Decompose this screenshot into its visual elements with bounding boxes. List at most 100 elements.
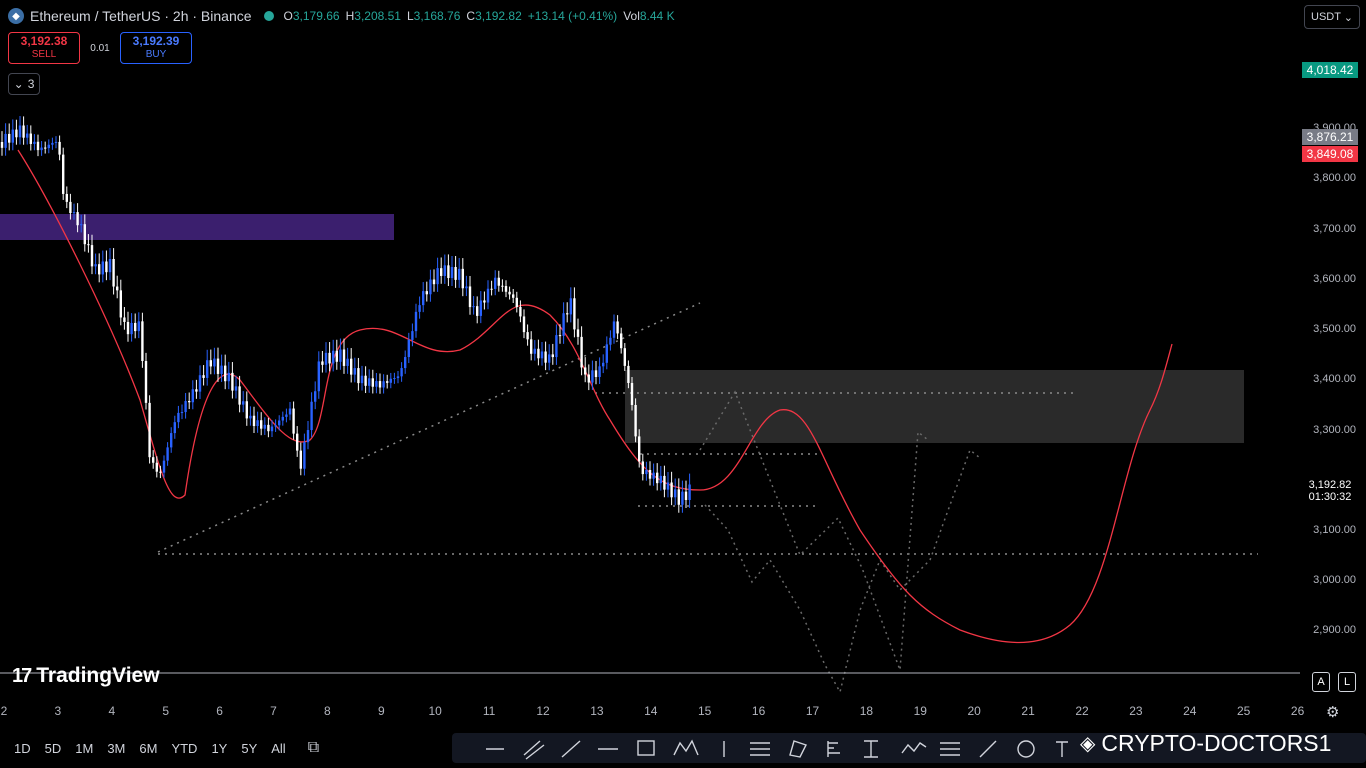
rectangle-icon[interactable] [637, 740, 655, 756]
candle-body [184, 401, 187, 413]
chevron-down-icon: ⌄ [13, 77, 24, 91]
candle-body [450, 267, 454, 279]
candle-body [256, 420, 259, 427]
candle-body [58, 141, 61, 155]
candle-body [324, 352, 328, 365]
candle-body [623, 348, 626, 366]
candle-body [357, 368, 360, 384]
candle-body [346, 358, 349, 366]
candle-body [303, 442, 306, 469]
candle-body [321, 361, 324, 365]
candle-body [11, 129, 14, 143]
forecast-icon[interactable] [901, 742, 927, 754]
candle-body [389, 378, 392, 383]
candle-body [76, 212, 79, 226]
candle-body [22, 125, 25, 138]
measure-icon[interactable] [864, 740, 878, 758]
candle-body [62, 154, 65, 194]
price-tag-gray: 3,876.21 [1302, 129, 1358, 145]
candle-body [8, 133, 11, 143]
candle-body [155, 462, 158, 472]
candle-body [684, 491, 688, 500]
symbol-title[interactable]: Ethereum / TetherUS · 2h · Binance [30, 8, 252, 24]
candle-body [116, 286, 119, 291]
candle-body [494, 277, 497, 289]
date-range-calendar-icon[interactable]: ⧉ [307, 739, 320, 756]
price-axis[interactable]: 3,900.00 3,800.00 3,700.00 3,600.00 3,50… [1300, 0, 1366, 700]
candle-body [594, 370, 598, 378]
range-1d[interactable]: 1D [14, 740, 31, 756]
range-6m[interactable]: 6M [139, 740, 158, 756]
indicators-toggle[interactable]: ⌄ 3 [8, 73, 40, 95]
candle-body [188, 401, 191, 403]
candlestick-series [0, 115, 691, 513]
candle-body [299, 450, 302, 469]
candle-body [677, 489, 680, 505]
candle-body [371, 378, 374, 387]
candle-body [454, 267, 457, 280]
binance-logo-icon: ◈ [1080, 733, 1096, 755]
time-tick: 17 [805, 704, 820, 718]
candle-body [638, 436, 641, 462]
buy-button[interactable]: 3,192.39 BUY [120, 32, 192, 64]
candle-body [285, 414, 288, 417]
fib-icon[interactable] [750, 742, 770, 756]
time-tick: 8 [324, 704, 331, 718]
candle-body [396, 376, 400, 379]
polyline-icon[interactable] [789, 740, 807, 758]
candle-body [335, 350, 338, 362]
price-tick: 3,400.00 [1313, 373, 1356, 385]
circle-tool-icon[interactable] [1017, 740, 1035, 758]
candle-body [238, 386, 241, 405]
candle-body [260, 420, 263, 429]
position-icon[interactable] [940, 742, 960, 756]
range-1m[interactable]: 1M [75, 740, 94, 756]
settings-gear-icon[interactable]: ⚙ [1326, 704, 1340, 721]
range-5y[interactable]: 5Y [241, 740, 258, 756]
brush-icon[interactable] [979, 740, 997, 758]
candle-body [645, 469, 648, 475]
log-scale-button[interactable]: L [1338, 672, 1356, 692]
auto-scale-button[interactable]: A [1312, 672, 1330, 692]
candle-body [180, 412, 184, 414]
supply-zone-purple [0, 214, 394, 240]
candle-body [663, 475, 666, 490]
candle-body [609, 337, 612, 345]
parallel-channel-icon[interactable] [523, 740, 545, 760]
pattern-icon[interactable] [673, 739, 699, 756]
time-tick: 25 [1237, 704, 1251, 718]
text-tool-icon[interactable] [1056, 741, 1068, 757]
time-tick: 7 [270, 704, 277, 718]
time-tick: 11 [482, 704, 496, 718]
range-1y[interactable]: 1Y [211, 740, 228, 756]
price-chart[interactable] [0, 0, 1300, 700]
candle-body [432, 279, 436, 285]
current-price-tag: 3,192.82 01:30:32 [1302, 476, 1358, 506]
candle-body [288, 408, 292, 415]
candle-body [83, 224, 86, 245]
candle-body [504, 286, 508, 292]
candle-body [558, 335, 562, 337]
candle-body [443, 265, 446, 276]
candle-body [674, 489, 677, 498]
trend-line-icon[interactable] [561, 740, 581, 758]
candle-body [162, 460, 166, 473]
currency-select[interactable]: USDT ⌄ [1304, 5, 1360, 29]
close-label: C [466, 9, 476, 23]
candle-body [339, 349, 342, 362]
candle-body [152, 457, 155, 463]
tradingview-logo[interactable]: 17 TradingView [12, 664, 160, 688]
candle-body [382, 381, 385, 388]
volume-profile-icon[interactable] [827, 741, 840, 757]
time-tick: 19 [913, 704, 927, 718]
time-tick: 24 [1183, 704, 1197, 718]
candle-body [209, 360, 212, 367]
candle-body [458, 268, 461, 280]
range-5d[interactable]: 5D [44, 740, 62, 756]
range-3m[interactable]: 3M [107, 740, 126, 756]
range-all[interactable]: All [271, 740, 286, 756]
range-ytd[interactable]: YTD [171, 740, 198, 756]
candle-body [72, 212, 76, 214]
sell-button[interactable]: 3,192.38 SELL [8, 32, 80, 64]
candle-body [177, 412, 180, 423]
